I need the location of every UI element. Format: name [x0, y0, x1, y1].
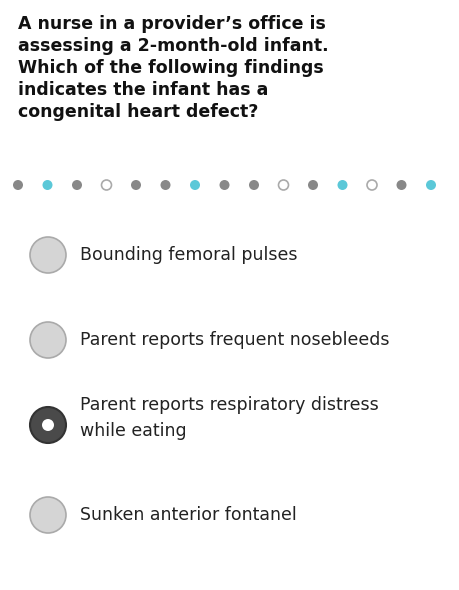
Text: congenital heart defect?: congenital heart defect? — [18, 103, 258, 121]
Text: assessing a 2-month-old infant.: assessing a 2-month-old infant. — [18, 37, 329, 55]
Text: Bounding femoral pulses: Bounding femoral pulses — [80, 246, 297, 264]
Circle shape — [30, 322, 66, 358]
Circle shape — [249, 180, 259, 190]
Circle shape — [190, 180, 200, 190]
Circle shape — [30, 497, 66, 533]
Circle shape — [101, 180, 112, 190]
Text: Parent reports frequent nosebleeds: Parent reports frequent nosebleeds — [80, 331, 390, 349]
Text: Which of the following findings: Which of the following findings — [18, 59, 324, 77]
Text: Sunken anterior fontanel: Sunken anterior fontanel — [80, 506, 297, 524]
Text: A nurse in a provider’s office is: A nurse in a provider’s office is — [18, 15, 326, 33]
Circle shape — [308, 180, 318, 190]
Text: indicates the infant has a: indicates the infant has a — [18, 81, 269, 99]
Circle shape — [426, 180, 436, 190]
Circle shape — [219, 180, 230, 190]
Text: Parent reports respiratory distress
while eating: Parent reports respiratory distress whil… — [80, 396, 379, 440]
Circle shape — [43, 180, 52, 190]
Circle shape — [367, 180, 377, 190]
Circle shape — [161, 180, 170, 190]
Circle shape — [13, 180, 23, 190]
Circle shape — [42, 419, 54, 431]
Circle shape — [30, 407, 66, 443]
Circle shape — [397, 180, 407, 190]
Circle shape — [279, 180, 289, 190]
Circle shape — [30, 237, 66, 273]
Circle shape — [337, 180, 347, 190]
Circle shape — [72, 180, 82, 190]
Circle shape — [131, 180, 141, 190]
